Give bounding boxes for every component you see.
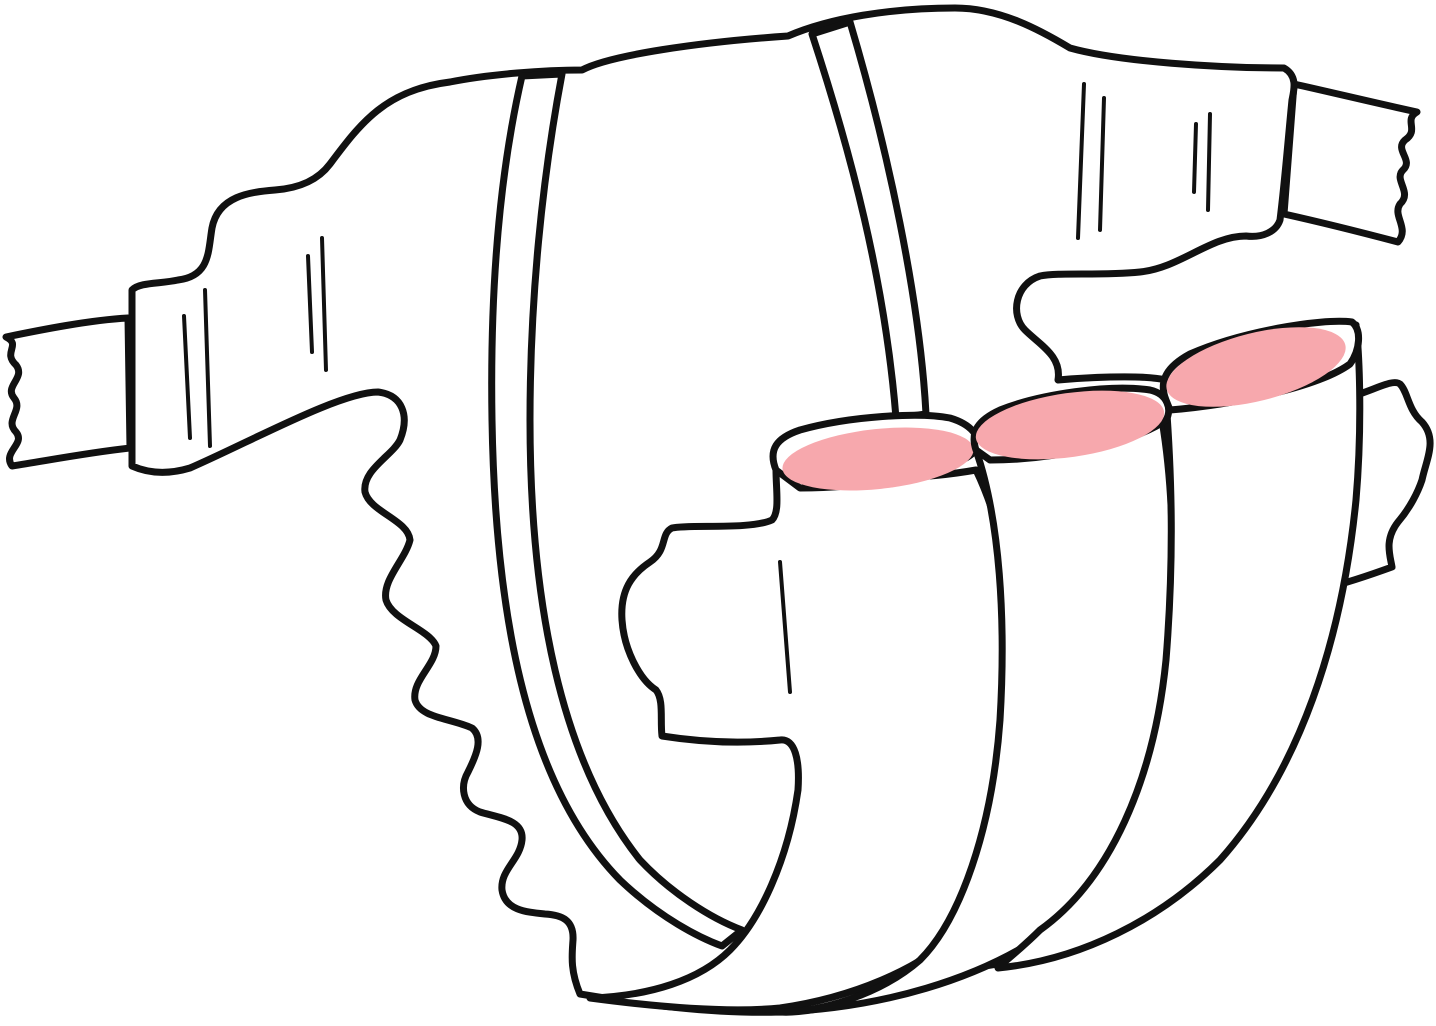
left-tape xyxy=(6,318,130,466)
right-tape xyxy=(1284,84,1417,242)
right-panel-line xyxy=(1194,124,1196,192)
right-panel-line xyxy=(1208,114,1210,210)
